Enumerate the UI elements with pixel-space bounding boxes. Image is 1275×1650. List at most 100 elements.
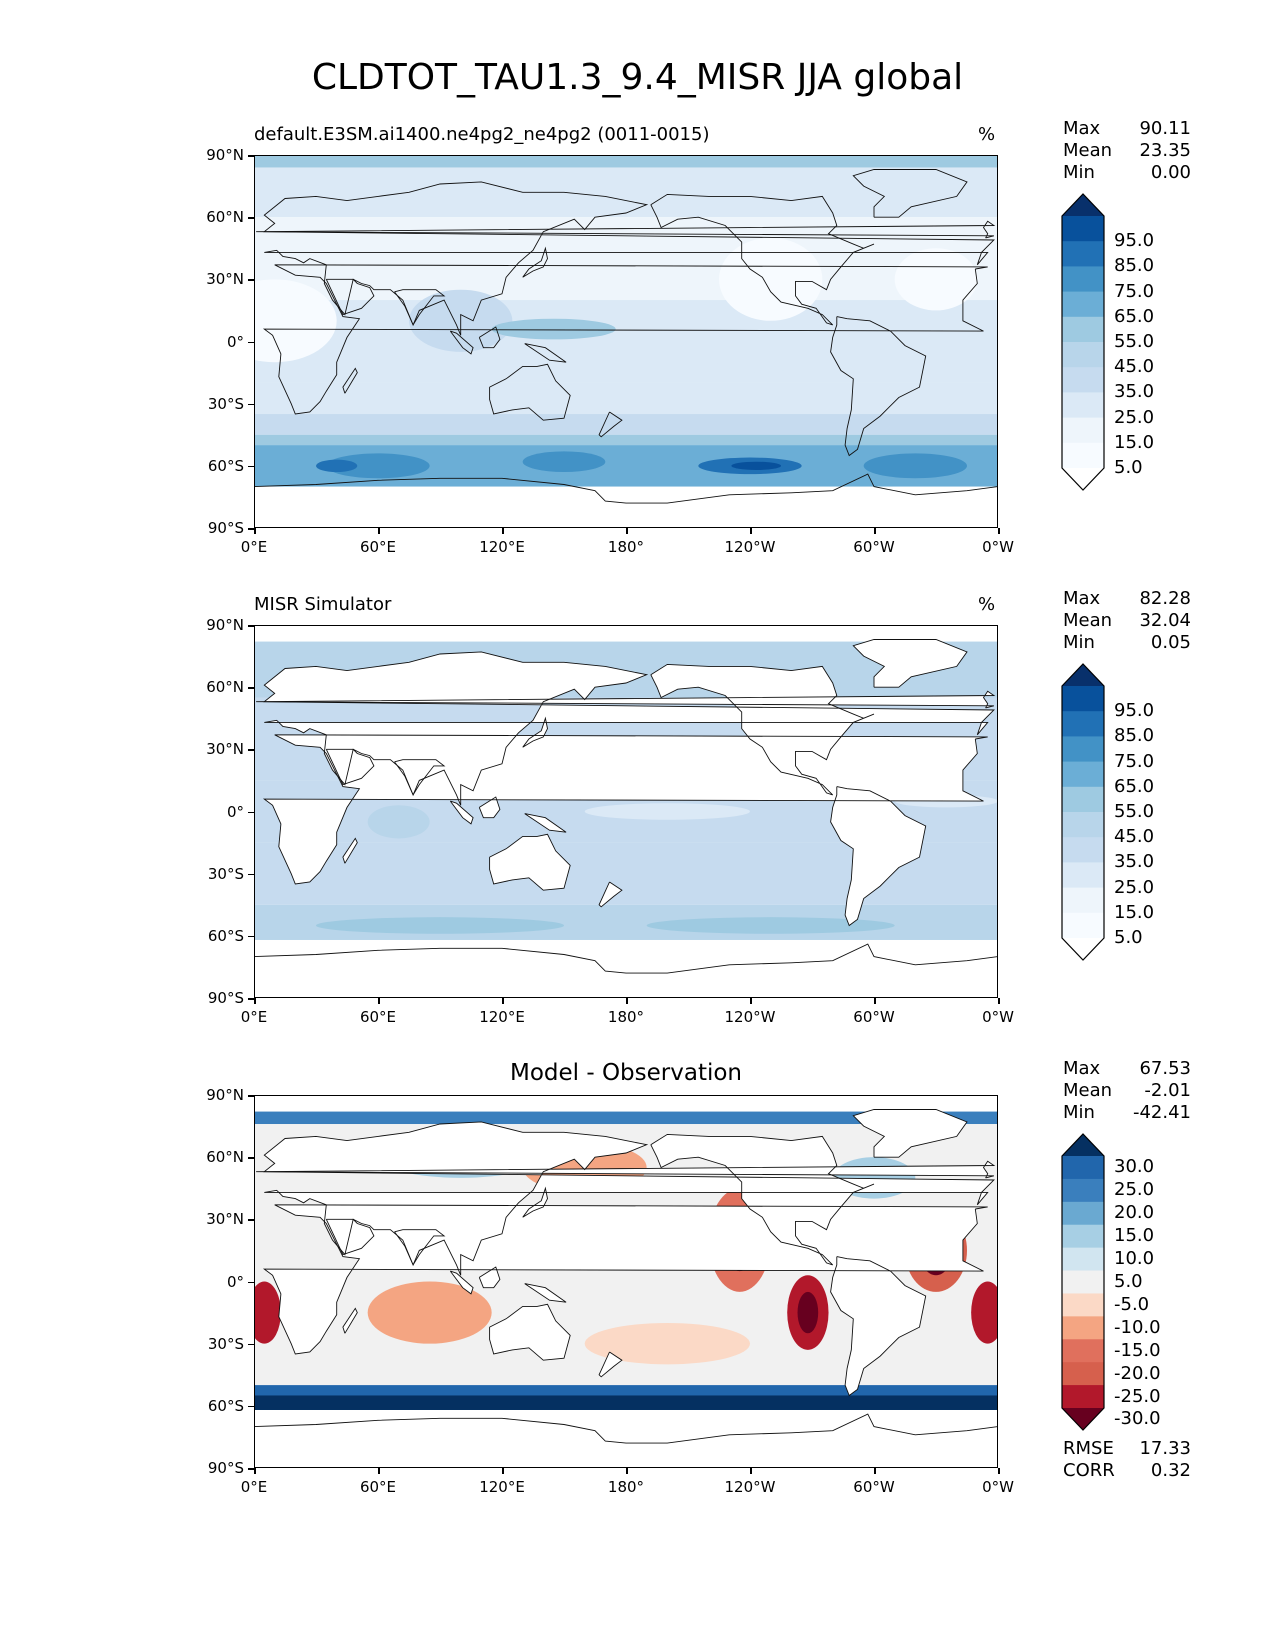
x-tick-label: 120°W — [724, 1478, 776, 1496]
y-tick-label: 60°S — [207, 456, 244, 475]
x-tick-mark — [626, 998, 628, 1004]
stat-label: Max — [1063, 1058, 1101, 1079]
stat-row: Mean 32.04 — [1063, 610, 1191, 632]
colorbar-extend-top — [1062, 1134, 1104, 1156]
map-svg — [254, 155, 998, 528]
x-tick-mark — [998, 528, 1000, 534]
map-plot — [254, 625, 998, 998]
field-blob — [367, 805, 430, 839]
x-tick-mark — [998, 1468, 1000, 1474]
x-tick-label: 120°E — [479, 1478, 525, 1496]
colorbar — [1061, 1133, 1105, 1431]
x-tick-label: 60°E — [359, 1478, 397, 1496]
y-tick-label: 30°S — [207, 394, 244, 413]
field-band — [254, 382, 998, 415]
y-tick-mark — [248, 1219, 254, 1221]
field-band — [254, 434, 998, 446]
colorbar-extend-top — [1062, 194, 1104, 216]
x-tick-mark — [254, 1468, 256, 1474]
x-tick-label: 60°E — [359, 538, 397, 556]
stat-row: Mean 23.35 — [1063, 140, 1191, 162]
stat-value: -2.01 — [1144, 1080, 1191, 1101]
colorbar-tick-label: 35.0 — [1114, 381, 1155, 403]
y-tick-mark — [248, 998, 254, 1000]
colorbar-bin — [1062, 216, 1104, 242]
x-tick-mark — [378, 998, 380, 1004]
y-tick-label: 90°S — [207, 1459, 244, 1477]
colorbar-tick-label: -10.0 — [1114, 1316, 1161, 1338]
colorbar-container — [1060, 662, 1106, 966]
x-tick-label: 0°E — [240, 1008, 268, 1026]
stat-label: Mean — [1063, 1080, 1113, 1101]
stat-row: CORR 0.32 — [1063, 1460, 1191, 1482]
y-tick-label: 30°N — [206, 740, 244, 759]
colorbar-tick-label: 45.0 — [1114, 356, 1155, 378]
colorbar-bin — [1062, 912, 1104, 939]
land-mask — [256, 639, 994, 926]
x-tick-label: 0°E — [240, 538, 268, 556]
field-blob — [254, 1281, 281, 1344]
colorbar-bin — [1062, 786, 1104, 813]
colorbar-tick-label: 15.0 — [1114, 901, 1155, 923]
colorbar-bin — [1062, 812, 1104, 838]
colorbar-bin — [1062, 1316, 1104, 1340]
colorbar-bin — [1062, 316, 1104, 343]
x-tick-label: 0°W — [982, 1008, 1014, 1026]
colorbar-tick-label: 15.0 — [1114, 1225, 1155, 1247]
colorbar-tick-label: 10.0 — [1114, 1248, 1155, 1270]
colorbar-tick-label: 55.0 — [1114, 801, 1155, 822]
stat-label: Mean — [1063, 610, 1113, 631]
coastlines — [254, 1109, 998, 1444]
y-tick-label: 90°S — [207, 989, 244, 1007]
x-tick-label: 120°E — [479, 538, 525, 556]
coastlines — [254, 639, 998, 974]
colorbar-bin — [1062, 862, 1104, 889]
figure-title: CLDTOT_TAU1.3_9.4_MISR JJA global — [311, 57, 964, 98]
x-tick-mark — [874, 528, 876, 534]
x-tick-mark — [626, 528, 628, 534]
y-tick-label: 30°N — [206, 1210, 244, 1229]
y-tick-mark — [248, 528, 254, 530]
field-blob — [894, 248, 978, 311]
colorbar-extend-top — [1062, 664, 1104, 686]
field-blob — [254, 279, 337, 363]
map-svg — [254, 625, 998, 998]
panel-units: % — [978, 124, 996, 145]
colorbar-tick-label: 30.0 — [1114, 1156, 1155, 1178]
colorbar — [1061, 193, 1105, 491]
x-tick-mark — [254, 998, 256, 1004]
x-tick-mark — [750, 998, 752, 1004]
stat-label: Mean — [1063, 140, 1113, 161]
stat-value: 0.32 — [1150, 1460, 1191, 1481]
colorbar-tick-label: 5.0 — [1114, 927, 1143, 948]
colorbar-container — [1060, 192, 1106, 496]
panel-title: Model - Observation — [509, 1060, 743, 1086]
stat-label: Min — [1063, 162, 1095, 183]
x-tick-mark — [874, 998, 876, 1004]
x-tick-mark — [502, 528, 504, 534]
colorbar-tick-label: -30.0 — [1114, 1408, 1161, 1430]
x-tick-label: 60°W — [853, 538, 895, 556]
field-blob — [708, 331, 812, 373]
coastlines — [254, 169, 998, 504]
y-tick-label: 60°S — [207, 926, 244, 945]
colorbar-bin — [1062, 761, 1104, 788]
field-band — [254, 496, 998, 528]
colorbar-bin — [1062, 241, 1104, 267]
field-band — [254, 217, 998, 301]
field-blob — [863, 453, 967, 479]
stat-value: 82.28 — [1139, 588, 1191, 609]
field-band — [254, 155, 998, 168]
x-tick-mark — [254, 528, 256, 534]
stat-row: Max 82.28 — [1063, 588, 1191, 610]
x-tick-mark — [626, 1468, 628, 1474]
colorbar-tick-label: 85.0 — [1114, 255, 1155, 277]
x-tick-mark — [502, 998, 504, 1004]
y-tick-label: 60°N — [206, 1148, 244, 1167]
colorbar-tick-label: -15.0 — [1114, 1339, 1161, 1361]
colorbar-bin — [1062, 1270, 1104, 1294]
colorbar-tick-label: 25.0 — [1114, 406, 1155, 428]
colorbar-tick-label: 95.0 — [1114, 700, 1155, 722]
field-band — [254, 1111, 998, 1125]
y-tick-label: 60°N — [206, 678, 244, 697]
